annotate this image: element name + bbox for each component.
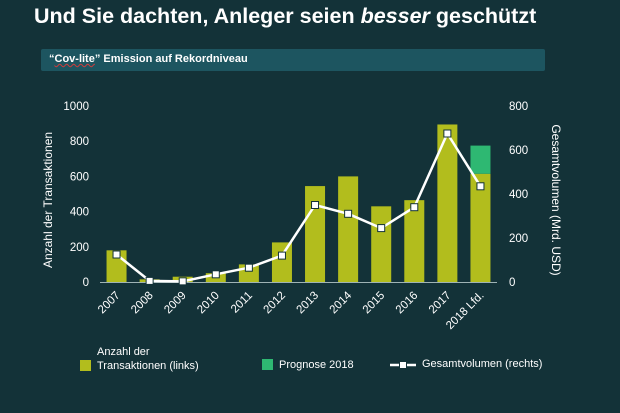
- x-tick-label: 2015: [361, 290, 388, 317]
- bar-transactions: [305, 186, 326, 282]
- title-emphasis: besser: [360, 4, 430, 28]
- right-tick-label: 600: [509, 145, 528, 157]
- left-tick-label: 200: [70, 242, 89, 254]
- x-tick-label: 2009: [162, 290, 189, 317]
- x-tick-label: 2017: [427, 290, 454, 317]
- right-tick-label: 800: [509, 101, 528, 113]
- x-tick-label: 2013: [295, 290, 322, 317]
- volume-marker: [476, 182, 485, 191]
- subtitle-term: Cov-lite: [54, 53, 95, 65]
- volume-marker: [112, 250, 121, 259]
- left-tick-label: 800: [70, 136, 89, 148]
- bar-transactions: [437, 124, 458, 282]
- left-axis-title: Anzahl der Transaktionen: [41, 132, 55, 268]
- bar-transactions: [338, 176, 359, 282]
- right-tick-label: 0: [509, 277, 515, 289]
- right-axis-ticks: 0 200 400 600 800: [509, 101, 528, 289]
- title-prefix: Und Sie dachten, Anleger seien: [34, 4, 361, 28]
- x-tick-label: 2012: [261, 290, 288, 317]
- volume-marker: [311, 201, 320, 209]
- bar-series: [106, 124, 491, 282]
- left-tick-label: 400: [70, 207, 89, 219]
- bar-forecast: [470, 145, 491, 174]
- title-suffix: geschützt: [429, 4, 537, 28]
- volume-marker: [377, 224, 386, 233]
- x-axis-labels: 2007 2008 2009 2010 2011 2012 2013 2014 2015 2016…: [96, 289, 486, 332]
- left-tick-label: 0: [83, 277, 89, 289]
- line-series: [112, 129, 485, 286]
- volume-marker: [443, 129, 452, 138]
- subtitle-rest: ” Emission auf Rekordniveau: [94, 53, 248, 65]
- right-tick-label: 400: [509, 189, 528, 201]
- bar-transactions: [271, 242, 292, 282]
- x-tick-label: 2014: [328, 289, 355, 316]
- subtitle-bar: “Cov-lite” Emission auf Rekordniveau: [41, 49, 545, 71]
- volume-marker: [244, 263, 253, 272]
- volume-marker: [277, 251, 286, 260]
- x-tick-label: 2008: [129, 290, 156, 317]
- bar-transactions: [404, 200, 425, 282]
- volume-line: [115, 132, 482, 283]
- x-tick-label: 2016: [394, 290, 421, 317]
- volume-marker: [410, 203, 419, 212]
- subtitle-quote-open: “: [49, 53, 55, 65]
- left-axis-ticks: 0 200 400 600 800 1000: [63, 101, 89, 289]
- subtitle-text: “Cov-lite” Emission auf Rekordniveau: [49, 53, 248, 65]
- x-tick-label: 2007: [96, 290, 123, 317]
- bar-transactions: [371, 206, 392, 282]
- left-tick-label: 1000: [63, 101, 89, 113]
- left-tick-label: 600: [70, 171, 89, 183]
- x-tick-label: 2010: [195, 290, 222, 317]
- volume-marker: [344, 209, 353, 218]
- right-tick-label: 200: [509, 233, 528, 245]
- volume-marker: [178, 277, 187, 286]
- volume-marker: [211, 270, 220, 279]
- right-axis-title: Gesamtvolumen (Mrd. USD): [549, 124, 563, 275]
- x-tick-label: 2011: [229, 290, 255, 316]
- volume-marker: [145, 276, 154, 285]
- bar-transactions: [470, 173, 491, 282]
- slide-title: Und Sie dachten, Anleger seien besser ge…: [34, 4, 536, 29]
